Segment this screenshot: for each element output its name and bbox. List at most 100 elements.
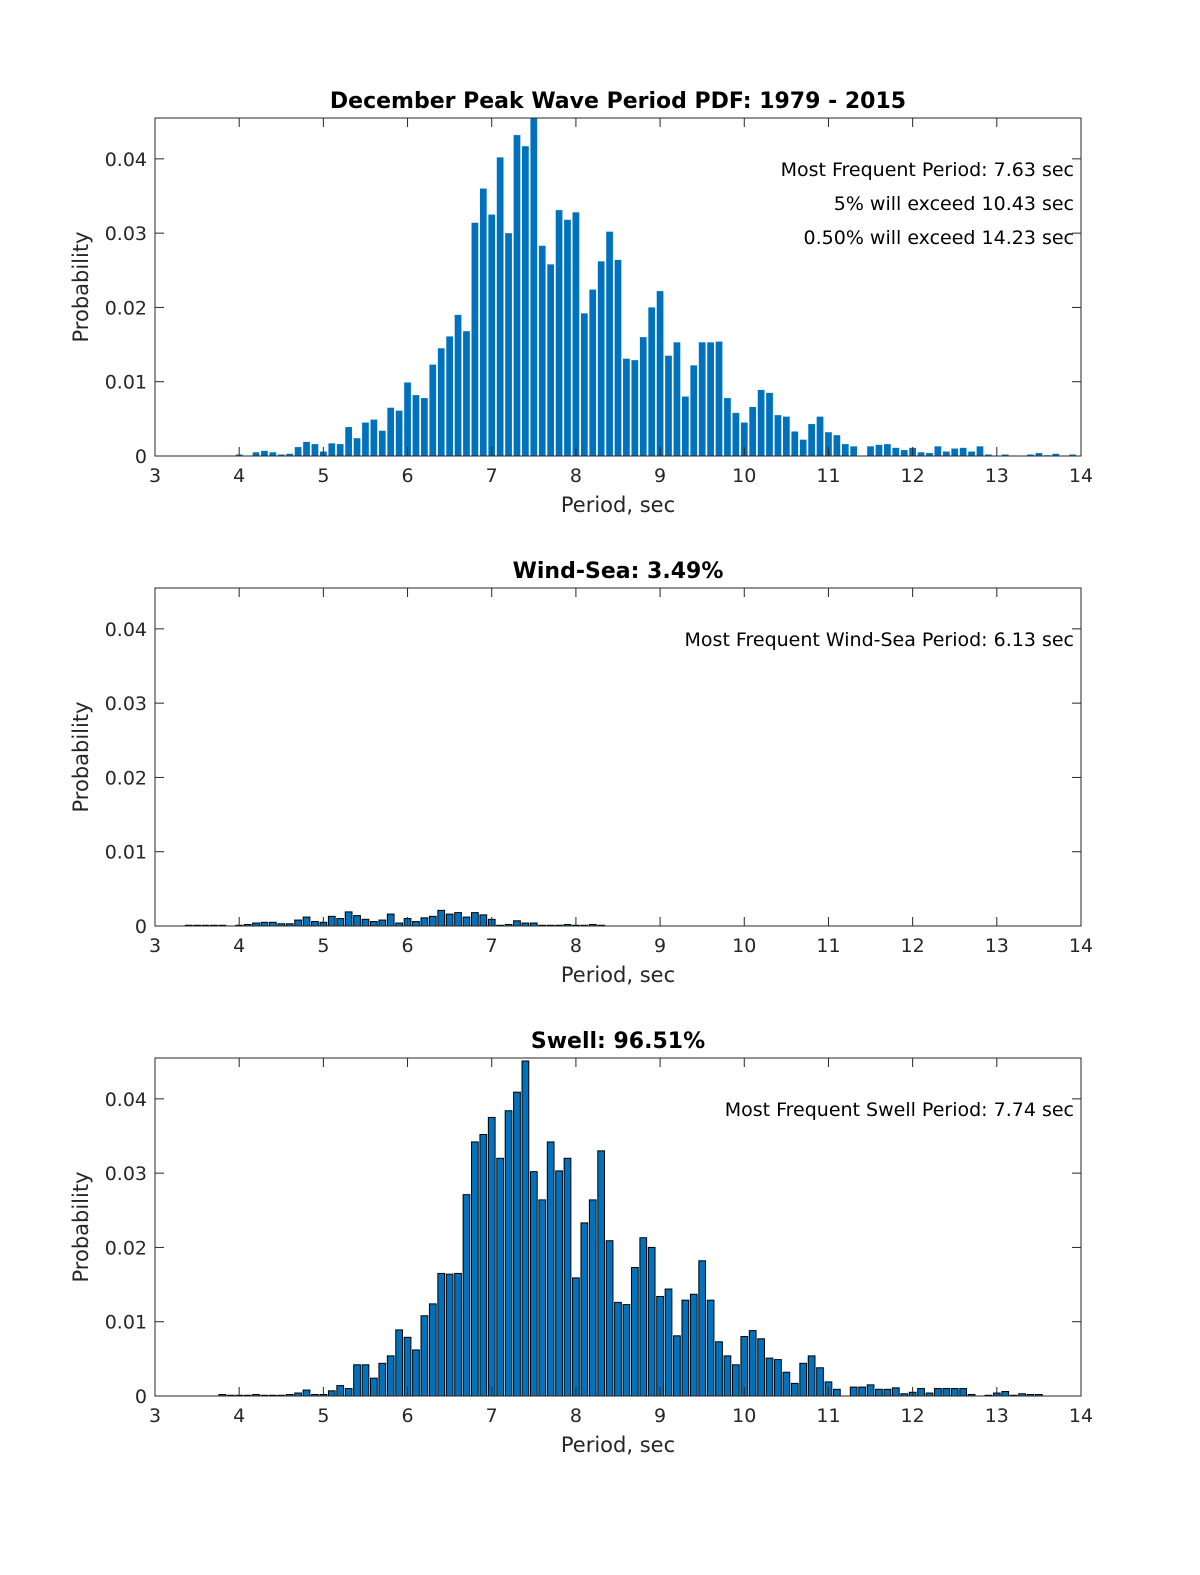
bar xyxy=(370,419,378,456)
x-axis-label: Period, sec xyxy=(561,1433,675,1457)
bar xyxy=(706,1299,715,1397)
bar xyxy=(378,430,386,456)
bar xyxy=(513,135,521,456)
bar xyxy=(261,450,268,456)
bar xyxy=(892,447,900,456)
bar xyxy=(538,1199,547,1397)
bar xyxy=(850,446,858,456)
x-tick-label: 11 xyxy=(816,465,840,487)
bar xyxy=(1027,454,1034,456)
bar xyxy=(647,1246,656,1397)
bar xyxy=(496,1157,505,1397)
y-axis-label: Probability xyxy=(69,231,93,342)
bar xyxy=(412,1349,420,1397)
bar xyxy=(867,446,874,456)
bar xyxy=(471,912,479,927)
bar xyxy=(631,360,639,456)
y-tick-label: 0.01 xyxy=(105,842,147,864)
bar xyxy=(698,342,706,456)
bar xyxy=(286,453,294,456)
bar xyxy=(327,1390,336,1397)
bar xyxy=(942,451,950,456)
bar xyxy=(942,1388,951,1397)
bar xyxy=(513,1091,521,1397)
bar xyxy=(462,916,471,927)
bar xyxy=(336,444,344,456)
bar xyxy=(723,1355,732,1397)
bar xyxy=(985,454,992,456)
bar xyxy=(891,1387,900,1397)
bar-series xyxy=(235,118,1076,457)
bar xyxy=(445,1273,454,1397)
bar xyxy=(547,264,555,456)
bar xyxy=(462,1194,471,1397)
y-axis: 0 0.01 0.02 0.03 0.04 xyxy=(105,1089,1081,1408)
bar xyxy=(361,1364,370,1397)
x-tick-label: 4 xyxy=(233,935,245,957)
bar xyxy=(782,1371,791,1397)
annotation-most-frequent: Most Frequent Wind-Sea Period: 6.13 sec xyxy=(685,629,1074,651)
plot-area xyxy=(154,587,1082,927)
bar xyxy=(934,446,942,456)
bar xyxy=(361,918,370,927)
bar xyxy=(959,1388,968,1397)
x-tick-label: 3 xyxy=(149,935,161,957)
x-tick-label: 5 xyxy=(317,465,329,487)
bar xyxy=(605,1240,614,1397)
bar xyxy=(454,912,462,927)
x-tick-label: 8 xyxy=(570,1405,582,1427)
bar xyxy=(463,331,470,456)
bar xyxy=(799,1362,808,1397)
y-axis-label: Probability xyxy=(69,1171,93,1282)
y-tick-label: 0 xyxy=(135,446,147,468)
bar xyxy=(1069,454,1076,456)
bar xyxy=(774,415,782,456)
bar xyxy=(428,915,437,927)
bar xyxy=(311,921,319,927)
bar xyxy=(724,398,731,456)
bar xyxy=(353,915,361,927)
y-tick-label: 0.04 xyxy=(105,619,147,641)
bar xyxy=(934,1388,942,1397)
bar xyxy=(387,407,395,456)
chart-panel-total: December Peak Wave Period PDF: 1979 - 20… xyxy=(69,89,1093,517)
bar xyxy=(362,422,369,456)
bar xyxy=(875,444,883,456)
bar xyxy=(580,1222,589,1397)
y-tick-label: 0.03 xyxy=(105,223,147,245)
bar xyxy=(757,1338,765,1397)
bar xyxy=(344,1388,353,1397)
x-tick-label: 6 xyxy=(401,935,413,957)
bar xyxy=(404,382,411,456)
x-tick-label: 7 xyxy=(486,465,498,487)
bar xyxy=(673,342,681,456)
plot-area xyxy=(154,1057,1082,1397)
bar xyxy=(580,313,588,456)
bar xyxy=(370,921,378,927)
bar xyxy=(328,443,336,456)
x-tick-label: 3 xyxy=(149,1405,161,1427)
bar xyxy=(689,1293,698,1397)
bar xyxy=(976,446,984,456)
bar xyxy=(858,1386,866,1397)
bar xyxy=(513,920,521,927)
bar xyxy=(268,921,277,927)
bar xyxy=(622,1304,631,1397)
x-tick-label: 7 xyxy=(486,1405,498,1427)
annotation-most-frequent: Most Frequent Swell Period: 7.74 sec xyxy=(725,1099,1074,1121)
bar xyxy=(420,917,429,927)
bar xyxy=(681,1299,690,1397)
bar xyxy=(690,365,698,456)
bar xyxy=(757,389,765,456)
bar xyxy=(816,416,824,456)
bar xyxy=(529,1171,538,1397)
bar xyxy=(386,913,395,927)
bar xyxy=(479,914,488,927)
bar xyxy=(564,219,571,456)
bar xyxy=(446,336,453,456)
bar xyxy=(765,1357,774,1397)
x-axis: 3 4 5 6 7 8 9 10 11 12 13 14 xyxy=(149,1058,1093,1427)
bar xyxy=(555,210,563,456)
bar xyxy=(420,1315,429,1397)
bar xyxy=(412,395,420,456)
